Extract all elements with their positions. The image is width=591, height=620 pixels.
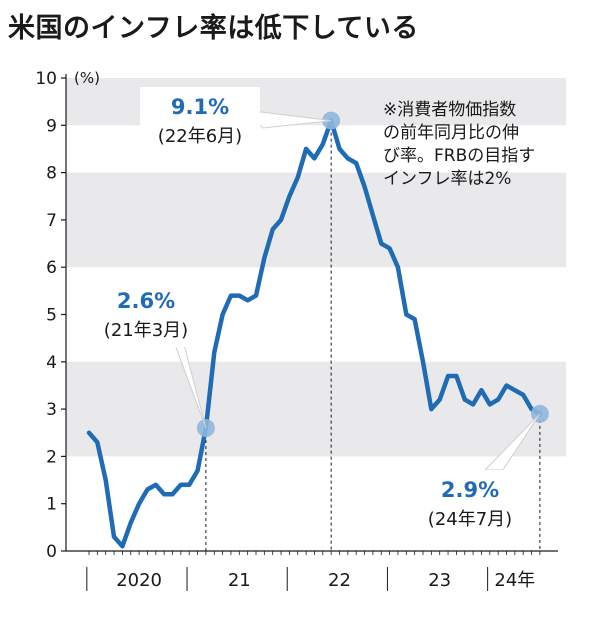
x-tick-label: 24年: [494, 570, 535, 591]
data-point: [454, 374, 458, 378]
x-tick-label: 22: [328, 570, 351, 591]
annotation-callout: 2.6% (21年3月): [87, 281, 207, 429]
data-point: [154, 483, 158, 487]
grid-band: [66, 172, 566, 268]
y-unit-label: (%): [74, 69, 100, 87]
y-tick-label: 10: [35, 69, 57, 89]
data-point: [388, 246, 392, 250]
data-point: [196, 469, 200, 473]
annotation-callout: 2.9% (24年7月): [410, 413, 541, 536]
footnote-line: インフレ率は2%: [383, 169, 511, 189]
data-point: [104, 478, 108, 482]
footnote-line: の前年同月比の伸: [383, 123, 519, 143]
grid-bands: [66, 78, 566, 457]
data-point: [521, 393, 525, 397]
data-point: [229, 294, 233, 298]
y-tick-labels: 0 1 2 3 4 5 6 7 8 9 10: [35, 69, 66, 562]
y-tick-label: 2: [46, 447, 57, 467]
x-tick-labels: 2020 21 22 23 24年: [86, 551, 541, 591]
data-point: [321, 142, 325, 146]
y-tick-label: 0: [46, 542, 57, 562]
data-point: [312, 156, 316, 160]
y-tick-label: 4: [46, 353, 57, 373]
data-point: [287, 194, 291, 198]
callout-date: (22年6月): [158, 126, 242, 147]
annotation-callouts: 9.1% (22年6月) 2.6% (21年3月) 2.9% (24年7月): [87, 87, 541, 536]
data-point: [379, 242, 383, 246]
x-tick-label: 21: [228, 570, 251, 591]
data-point: [413, 317, 417, 321]
data-point: [246, 298, 250, 302]
data-point: [446, 374, 450, 378]
y-tick-label: 3: [46, 400, 57, 420]
y-tick-label: 7: [46, 211, 57, 231]
footnote-line: ※消費者物価指数: [383, 100, 516, 120]
data-point: [129, 521, 133, 525]
data-point: [438, 398, 442, 402]
axes: [65, 74, 558, 552]
data-point: [262, 256, 266, 260]
x-tick-label: 23: [428, 570, 451, 591]
data-point: [363, 185, 367, 189]
data-point: [95, 440, 99, 444]
x-tick-label: 2020: [116, 570, 162, 591]
y-tick-label: 1: [46, 495, 57, 515]
data-point: [271, 227, 275, 231]
data-point: [254, 294, 258, 298]
data-point: [237, 294, 241, 298]
callout-box: [410, 470, 530, 536]
data-point: [421, 360, 425, 364]
y-tick-label: 8: [46, 164, 57, 184]
data-point: [371, 213, 375, 217]
data-point: [479, 388, 483, 392]
data-point: [279, 218, 283, 222]
data-point: [346, 156, 350, 160]
callout-date: (21年3月): [104, 320, 188, 341]
data-point: [296, 175, 300, 179]
data-point: [488, 402, 492, 406]
data-point: [120, 544, 124, 548]
y-tick-label: 9: [46, 116, 57, 136]
data-point: [354, 161, 358, 165]
callout-date: (24年7月): [428, 509, 512, 530]
data-point: [396, 265, 400, 269]
callout-box: [87, 281, 205, 347]
data-point: [463, 398, 467, 402]
annotation-callout: 9.1% (22年6月): [140, 87, 332, 153]
callout-box: [140, 87, 260, 153]
callout-value: 2.9%: [441, 478, 499, 502]
grid-band: [66, 361, 566, 457]
y-tick-label: 6: [46, 258, 57, 278]
callout-value: 9.1%: [171, 95, 229, 119]
data-point: [429, 407, 433, 411]
data-point: [505, 383, 508, 387]
data-point: [137, 502, 141, 506]
footnote-line: び率。FRBの目指す: [383, 146, 535, 166]
annotation-guides: [205, 120, 541, 551]
y-tick-label: 5: [46, 306, 57, 326]
data-point: [171, 492, 174, 496]
data-point: [179, 483, 183, 487]
data-point: [513, 388, 517, 392]
chart-title: 米国のインフレ率は低下している: [8, 13, 419, 44]
data-point: [112, 535, 116, 539]
data-point: [404, 313, 408, 316]
data-point: [338, 147, 341, 151]
data-point: [145, 488, 149, 492]
data-point: [221, 313, 225, 316]
data-point: [212, 350, 216, 354]
data-point: [187, 483, 191, 487]
callout-value: 2.6%: [117, 289, 175, 313]
data-point: [87, 431, 91, 435]
data-point: [162, 492, 166, 496]
data-point: [304, 147, 308, 151]
data-point: [496, 398, 500, 402]
data-point: [471, 402, 475, 406]
